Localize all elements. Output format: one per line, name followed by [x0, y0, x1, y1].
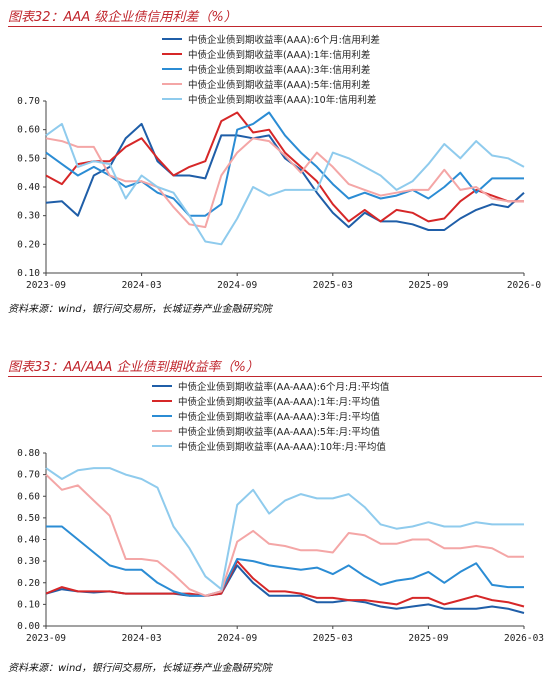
legend-label: 中债企业债到期收益率(AA-AAA):6个月:月:平均值	[178, 381, 390, 393]
chart32-legend: 中债企业债到期收益率(AAA):6个月:信用利差 中债企业债到期收益率(AAA):…	[162, 31, 380, 106]
x-tick-label: 2025-09	[408, 280, 448, 291]
x-tick-label: 2024-09	[217, 633, 257, 644]
legend-label: 中债企业债到期收益率(AA-AAA):10年:月:平均值	[178, 441, 386, 453]
legend-item-5: 中债企业债到期收益率(AAA):10年:信用利差	[162, 91, 380, 106]
series-line-4	[45, 473, 524, 597]
legend-item-4: 中债企业债到期收益率(AAA):5年:信用利差	[162, 76, 380, 91]
x-tick-label: 2025-09	[408, 633, 448, 644]
legend-label: 中债企业债到期收益率(AAA):1年:信用利差	[188, 49, 371, 61]
x-tick-label: 2024-09	[217, 280, 257, 291]
legend-item-3: 中债企业债到期收益率(AA-AAA):3年:月:平均值	[152, 408, 389, 423]
legend-swatch	[162, 97, 182, 100]
x-tick-label: 2025-03	[313, 633, 353, 644]
y-tick-label: 0.50	[17, 513, 40, 524]
chart33-source: 资料来源：wind，银行间交易所，长城证券产业金融研究院	[8, 663, 272, 674]
legend-label: 中债企业债到期收益率(AAA):10年:信用利差	[188, 94, 377, 106]
series-line-3	[46, 525, 524, 597]
series-line-1	[45, 564, 525, 614]
y-tick-label: 0.50	[17, 153, 40, 164]
legend-item-5: 中债企业债到期收益率(AA-AAA):10年:月:平均值	[152, 438, 389, 453]
legend-item-2: 中债企业债到期收益率(AA-AAA):1年:月:平均值	[152, 393, 389, 408]
x-tick-label: 2026-0	[507, 280, 542, 291]
x-tick-label: 2023-09	[26, 633, 66, 644]
chart32-source: 资料来源：wind，银行间交易所，长城证券产业金融研究院	[8, 304, 272, 315]
y-tick-label: 0.00	[17, 621, 40, 632]
y-tick-label: 0.10	[17, 599, 40, 610]
legend-item-4: 中债企业债到期收益率(AA-AAA):5年:月:平均值	[152, 423, 389, 438]
legend-swatch	[162, 37, 182, 40]
x-tick-label: 2025-03	[313, 280, 353, 291]
chart32-title-rule	[8, 26, 542, 27]
y-tick-label: 0.20	[17, 578, 40, 589]
y-tick-label: 0.40	[17, 182, 40, 193]
x-tick-label: 2023-09	[26, 280, 66, 291]
legend-swatch	[162, 82, 182, 85]
chart33-plot: 0.00 0.10 0.20 0.30 0.40 0.50 0.60 0.70 0.80 2023…	[17, 448, 544, 644]
chart33-title: 图表33：AA/AAA 企业债到期收益率（%）	[8, 360, 259, 375]
legend-label: 中债企业债到期收益率(AA-AAA):1年:月:平均值	[178, 396, 380, 408]
series-line-2	[45, 560, 525, 608]
legend-label: 中债企业债到期收益率(AA-AAA):3年:月:平均值	[178, 411, 380, 423]
legend-item-1: 中债企业债到期收益率(AAA):6个月:信用利差	[162, 31, 380, 46]
chart32-title: 图表32：AAA 级企业债信用利差（%）	[8, 10, 237, 25]
series-line-1	[45, 122, 525, 231]
y-tick-label: 0.30	[17, 556, 40, 567]
legend-swatch	[152, 429, 172, 432]
legend-swatch	[162, 52, 182, 55]
legend-swatch	[152, 444, 172, 447]
series-line-5	[45, 467, 524, 591]
y-tick-label: 0.30	[17, 211, 40, 222]
legend-swatch	[152, 384, 172, 387]
legend-label: 中债企业债到期收益率(AAA):3年:信用利差	[188, 64, 371, 76]
chart33-title-rule	[8, 376, 542, 377]
x-tick-label: 2024-03	[122, 280, 162, 291]
y-tick-label: 0.70	[17, 96, 40, 107]
y-tick-label: 0.60	[17, 125, 40, 136]
legend-item-1: 中债企业债到期收益率(AA-AAA):6个月:月:平均值	[152, 378, 389, 393]
chart32-plot: 0.10 0.20 0.30 0.40 0.50 0.60 0.70 2023-09 2024-…	[17, 96, 542, 291]
series-line-5	[45, 122, 525, 246]
legend-swatch	[152, 414, 172, 417]
x-tick-label: 2026-03	[504, 633, 544, 644]
y-tick-label: 0.40	[17, 535, 40, 546]
series-line-2	[45, 111, 524, 223]
y-tick-label: 0.70	[17, 470, 40, 481]
y-tick-label: 0.20	[17, 239, 40, 250]
y-tick-label: 0.10	[17, 268, 40, 279]
legend-label: 中债企业债到期收益率(AA-AAA):5年:月:平均值	[178, 426, 380, 438]
y-tick-label: 0.60	[17, 491, 40, 502]
chart33-legend: 中债企业债到期收益率(AA-AAA):6个月:月:平均值 中债企业债到期收益率(A…	[152, 378, 389, 453]
series-line-4	[45, 137, 524, 229]
legend-item-3: 中债企业债到期收益率(AAA):3年:信用利差	[162, 61, 380, 76]
series-line-3	[45, 111, 524, 217]
x-tick-label: 2024-03	[122, 633, 162, 644]
y-tick-label: 0.80	[17, 448, 40, 459]
legend-label: 中债企业债到期收益率(AAA):5年:信用利差	[188, 79, 371, 91]
legend-item-2: 中债企业债到期收益率(AAA):1年:信用利差	[162, 46, 380, 61]
legend-swatch	[162, 67, 182, 70]
legend-label: 中债企业债到期收益率(AAA):6个月:信用利差	[188, 34, 380, 46]
legend-swatch	[152, 399, 172, 402]
